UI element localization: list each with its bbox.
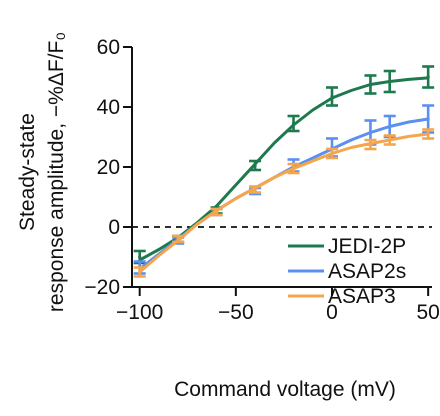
legend-label: ASAP3 <box>328 285 396 308</box>
data-point <box>330 151 334 156</box>
data-point <box>426 75 430 79</box>
data-point <box>426 117 430 121</box>
series-layer <box>133 65 435 278</box>
data-point <box>291 166 296 171</box>
x-tick-label: 50 <box>416 301 439 324</box>
x-tick-label: −50 <box>218 301 254 324</box>
data-point <box>388 124 392 129</box>
fit-line <box>138 132 429 274</box>
y-axis-title-line-1: Steady-state <box>16 113 39 231</box>
data-point <box>388 138 392 142</box>
y-axis-title: Steady-state response amplitude, −%ΔF/F₀ <box>16 32 68 312</box>
data-point <box>253 187 257 192</box>
data-point <box>215 210 219 214</box>
data-point <box>426 132 430 136</box>
data-point <box>368 142 373 147</box>
data-point <box>253 163 257 168</box>
data-point <box>368 82 373 87</box>
legend-label: ASAP2s <box>328 260 406 283</box>
data-point <box>291 121 296 126</box>
data-point <box>330 94 334 99</box>
x-tick-label: 0 <box>326 301 338 324</box>
y-axis-title-line-2: response amplitude, −%ΔF/F₀ <box>45 32 68 312</box>
series-asap3 <box>133 128 435 278</box>
fit-line <box>138 76 429 262</box>
series-jedi-2p <box>133 65 435 265</box>
y-tick-label: −20 <box>84 276 120 299</box>
data-point <box>176 237 180 241</box>
data-point <box>368 130 373 135</box>
y-tick-label: 60 <box>97 36 120 59</box>
data-point <box>388 79 392 84</box>
data-point <box>138 270 142 274</box>
x-tick-label: −100 <box>116 301 163 324</box>
legend-label: JEDI-2P <box>328 235 406 258</box>
y-tick-label: 0 <box>108 216 120 239</box>
y-tick-label: 40 <box>97 96 120 119</box>
data-point <box>138 255 142 259</box>
y-tick-label: 20 <box>97 156 120 179</box>
axes: −20 0 20 40 60 −100 −50 0 50 <box>84 36 439 324</box>
x-axis-title: Command voltage (mV) <box>174 378 396 401</box>
